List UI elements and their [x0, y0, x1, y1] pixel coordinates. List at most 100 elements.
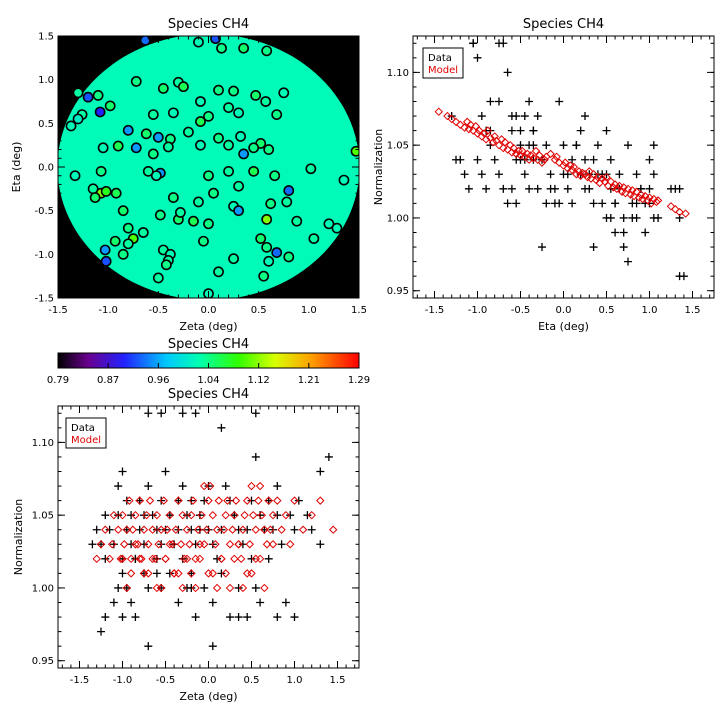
- field-of-view-disc: [58, 36, 359, 298]
- model-point-diamond: [185, 540, 194, 549]
- scatter-eta-title: Species CH4: [523, 17, 604, 32]
- data-point-plus: [520, 170, 529, 179]
- model-point-diamond: [208, 569, 218, 578]
- model-point-diamond: [490, 132, 499, 141]
- measurement-point: [350, 145, 359, 157]
- data-point-plus: [109, 598, 118, 607]
- x-tick-label: 1.0: [287, 675, 303, 686]
- model-point-diamond: [150, 554, 160, 564]
- measurement-point: [117, 205, 129, 217]
- measurement-point: [160, 259, 172, 271]
- colorbar: Species CH4 0.79 0.87 0.96 1.04 1.12 1.21 1.29: [47, 337, 370, 386]
- measurement-point: [109, 235, 121, 247]
- data-point-plus: [208, 642, 217, 651]
- model-point-diamond: [148, 554, 157, 564]
- data-point-plus: [187, 583, 196, 592]
- data-point-plus: [118, 613, 127, 622]
- model-point-diamond: [500, 138, 510, 147]
- model-point-diamond: [223, 496, 232, 505]
- data-point-plus: [473, 155, 482, 164]
- measurement-point: [248, 142, 260, 154]
- model-point-diamond: [109, 510, 119, 520]
- model-point-diamond: [204, 496, 213, 505]
- model-point-diamond: [636, 190, 646, 199]
- model-point-diamond: [128, 525, 138, 534]
- measurement-point: [283, 251, 295, 263]
- model-point-diamond: [546, 149, 555, 159]
- measurement-point: [100, 255, 112, 267]
- model-point-diamond: [653, 196, 663, 205]
- data-point-plus: [174, 525, 183, 534]
- model-point-diamond: [681, 209, 690, 218]
- model-point-diamond: [139, 569, 149, 578]
- model-point-diamond: [529, 154, 538, 163]
- model-point-diamond: [211, 540, 220, 549]
- x-tick-label: 0.5: [244, 675, 260, 686]
- measurement-point: [95, 165, 107, 177]
- model-point-diamond: [290, 496, 299, 505]
- model-point-diamond: [488, 138, 498, 147]
- data-point-plus: [499, 39, 508, 48]
- data-point-plus: [529, 141, 538, 150]
- model-point-diamond: [236, 554, 246, 564]
- data-point-plus: [649, 170, 658, 179]
- data-point-plus: [529, 126, 538, 135]
- data-point-plus: [114, 482, 123, 491]
- model-point-diamond: [101, 525, 110, 534]
- model-point-diamond: [126, 554, 136, 564]
- data-point-plus: [208, 598, 217, 607]
- data-point-plus: [559, 170, 568, 179]
- model-point-diamond: [537, 158, 547, 167]
- measurement-point: [72, 113, 84, 125]
- data-point-plus: [243, 613, 252, 622]
- model-point-diamond: [118, 510, 127, 520]
- model-point-diamond: [298, 525, 308, 534]
- data-point-plus: [546, 184, 555, 193]
- data-point-plus: [490, 155, 499, 164]
- model-point-diamond: [156, 583, 166, 593]
- measurement-point: [308, 233, 320, 245]
- data-point-plus: [234, 583, 243, 592]
- data-point-plus: [157, 540, 166, 549]
- model-point-diamond: [638, 194, 647, 204]
- model-point-diamond: [509, 143, 518, 153]
- measurement-point: [139, 36, 151, 46]
- y-tick-label: -1.5: [34, 294, 54, 305]
- y-tick-label: 1.10: [32, 438, 54, 449]
- measurement-point: [65, 120, 77, 132]
- colorbar-tick-label: 0.96: [147, 375, 169, 386]
- model-point-diamond: [148, 525, 157, 534]
- model-point-diamond: [535, 151, 544, 160]
- model-point-diamond: [255, 481, 265, 491]
- model-point-diamond: [142, 510, 151, 520]
- measurement-point: [122, 238, 134, 250]
- data-point-plus: [589, 243, 598, 252]
- data-point-plus: [512, 112, 521, 121]
- data-point-plus: [256, 511, 265, 520]
- model-point-diamond: [120, 540, 129, 549]
- data-point-plus: [277, 540, 286, 549]
- model-point-diamond: [116, 554, 125, 564]
- y-tick-label: 0.95: [32, 656, 54, 667]
- data-point-plus: [512, 199, 521, 208]
- model-point-diamond: [145, 496, 155, 505]
- model-point-diamond: [187, 569, 196, 578]
- data-point-plus: [264, 496, 273, 505]
- measurement-point: [283, 185, 295, 196]
- model-point-diamond: [193, 525, 203, 534]
- colorbar-tick-label: 0.87: [97, 375, 119, 386]
- measurement-point: [167, 192, 179, 203]
- data-point-plus: [204, 525, 213, 534]
- model-point-diamond: [567, 165, 577, 175]
- measurement-point: [150, 170, 162, 182]
- x-tick-label: 0.5: [251, 305, 267, 316]
- measurement-point: [281, 196, 293, 208]
- measurement-point: [92, 89, 104, 101]
- model-point-diamond: [612, 184, 622, 194]
- scatter-zeta-ylabel: Normalization: [12, 499, 25, 575]
- colorbar-tick-label: 1.12: [248, 375, 270, 386]
- measurement-point: [99, 244, 111, 256]
- scatter-zeta-title: Species CH4: [168, 387, 249, 402]
- measurement-point: [122, 124, 134, 136]
- model-point-diamond: [434, 107, 444, 116]
